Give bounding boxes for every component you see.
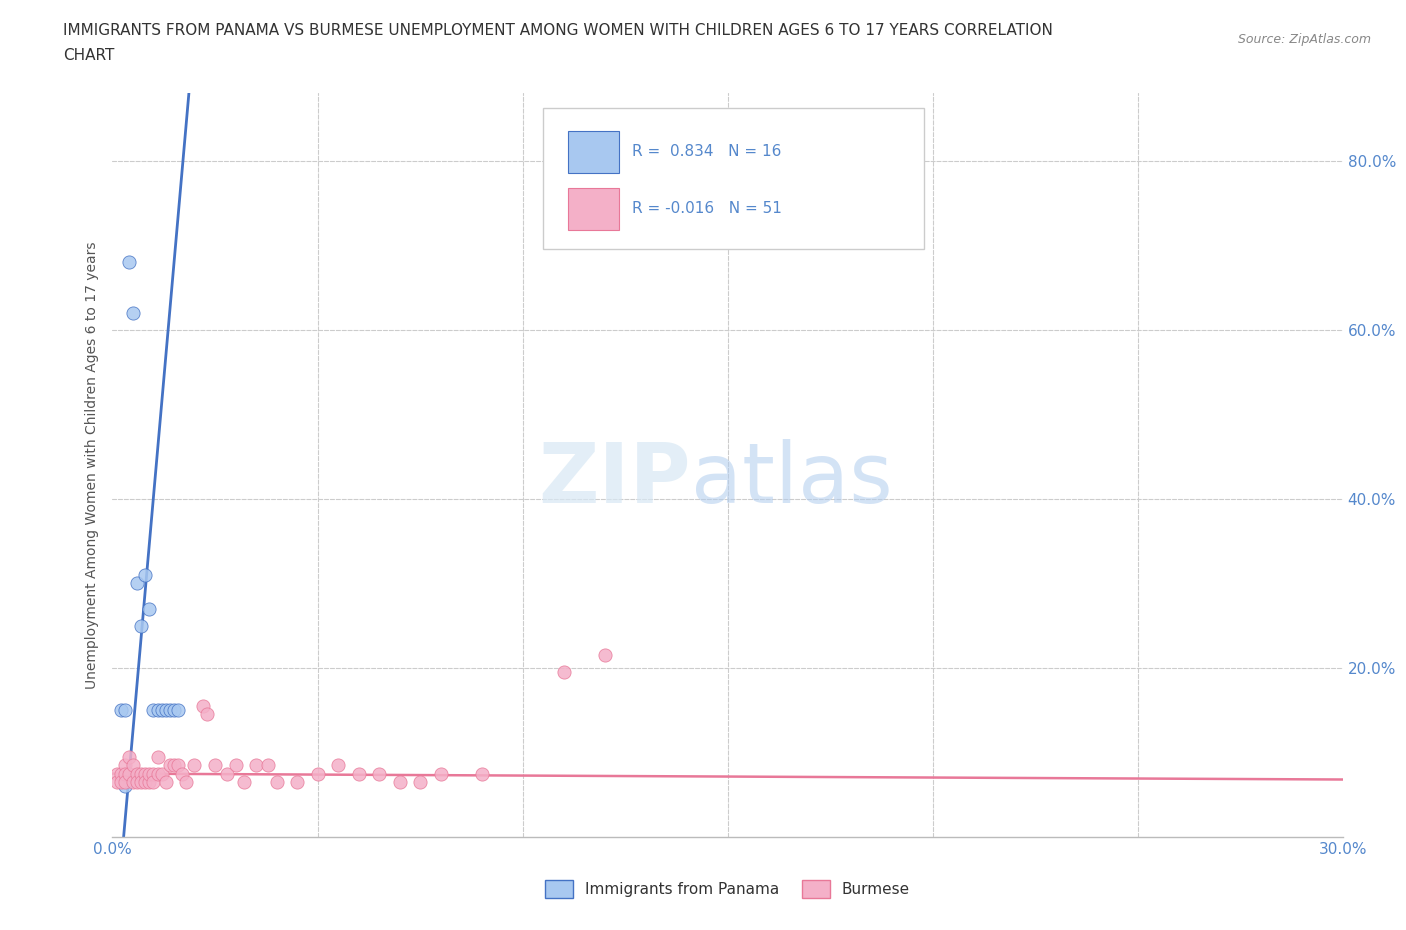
Point — [172, 766, 194, 781]
Point — [174, 775, 197, 790]
Point — [204, 758, 226, 773]
Point — [191, 698, 214, 713]
Point — [150, 766, 173, 781]
Point — [134, 567, 156, 582]
Point — [118, 255, 141, 270]
Point — [146, 703, 169, 718]
Point — [183, 758, 205, 773]
Point — [167, 758, 190, 773]
Point — [122, 775, 145, 790]
Point — [110, 703, 132, 718]
Point — [142, 766, 165, 781]
Point — [150, 703, 173, 718]
Point — [129, 618, 152, 633]
Point — [163, 703, 186, 718]
Point — [146, 750, 169, 764]
Point — [326, 758, 349, 773]
Point — [155, 775, 177, 790]
Point — [553, 665, 575, 680]
Point — [118, 750, 141, 764]
Point — [266, 775, 288, 790]
Point — [217, 766, 239, 781]
Point — [134, 766, 156, 781]
Point — [114, 703, 136, 718]
Point — [388, 775, 411, 790]
Legend: Immigrants from Panama, Burmese: Immigrants from Panama, Burmese — [538, 874, 917, 904]
Text: Source: ZipAtlas.com: Source: ZipAtlas.com — [1237, 33, 1371, 46]
Point — [232, 775, 254, 790]
Point — [159, 758, 181, 773]
Point — [142, 703, 165, 718]
Text: ZIP: ZIP — [538, 439, 690, 521]
Point — [114, 766, 136, 781]
Point — [593, 648, 616, 663]
Text: atlas: atlas — [690, 439, 893, 521]
Point — [129, 775, 152, 790]
Point — [138, 775, 160, 790]
Point — [122, 758, 145, 773]
FancyBboxPatch shape — [568, 188, 619, 230]
Point — [127, 766, 149, 781]
Point — [155, 703, 177, 718]
FancyBboxPatch shape — [543, 108, 925, 249]
Point — [471, 766, 494, 781]
Point — [110, 775, 132, 790]
Point — [146, 766, 169, 781]
Point — [114, 778, 136, 793]
Point — [167, 703, 190, 718]
Point — [195, 707, 218, 722]
Y-axis label: Unemployment Among Women with Children Ages 6 to 17 years: Unemployment Among Women with Children A… — [84, 241, 98, 689]
Point — [429, 766, 451, 781]
Point — [142, 775, 165, 790]
Point — [245, 758, 267, 773]
Point — [105, 766, 128, 781]
Point — [114, 775, 136, 790]
Text: R = -0.016   N = 51: R = -0.016 N = 51 — [631, 201, 782, 216]
Point — [225, 758, 247, 773]
Point — [127, 775, 149, 790]
Point — [138, 602, 160, 617]
Point — [368, 766, 391, 781]
Point — [409, 775, 432, 790]
Point — [127, 576, 149, 591]
Point — [118, 766, 141, 781]
Point — [122, 305, 145, 320]
Text: R =  0.834   N = 16: R = 0.834 N = 16 — [631, 143, 780, 158]
Point — [163, 758, 186, 773]
Point — [159, 703, 181, 718]
Point — [257, 758, 280, 773]
Point — [105, 775, 128, 790]
Point — [307, 766, 329, 781]
Point — [138, 766, 160, 781]
FancyBboxPatch shape — [568, 131, 619, 173]
Point — [285, 775, 308, 790]
Text: IMMIGRANTS FROM PANAMA VS BURMESE UNEMPLOYMENT AMONG WOMEN WITH CHILDREN AGES 6 : IMMIGRANTS FROM PANAMA VS BURMESE UNEMPL… — [63, 23, 1053, 38]
Point — [134, 775, 156, 790]
Point — [110, 766, 132, 781]
Point — [129, 766, 152, 781]
Point — [347, 766, 370, 781]
Text: CHART: CHART — [63, 48, 115, 63]
Point — [114, 758, 136, 773]
